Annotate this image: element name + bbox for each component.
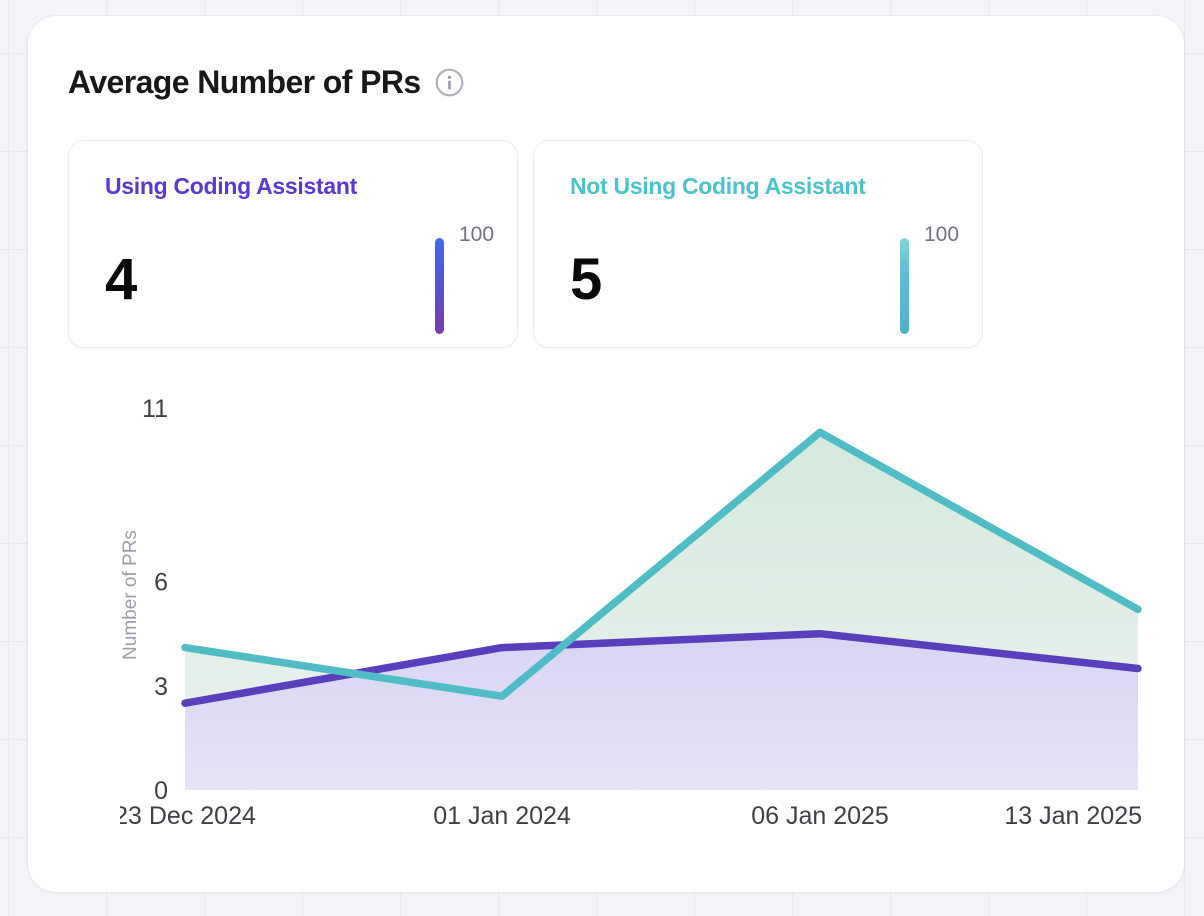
pr-area-chart: 0 3 6 11 23 Dec 2024 01 Jan 2024 06 Jan 2025 1… [120, 395, 1142, 830]
page-title: Average Number of PRs [68, 64, 421, 100]
average-prs-panel: Average Number of PRs Using Coding Assis… [28, 16, 1184, 892]
area-using-assistant [185, 633, 1138, 790]
gradient-bar-icon [435, 238, 444, 334]
y-axis-ticks: 0 3 6 11 [142, 395, 168, 805]
y-tick-label: 0 [154, 777, 168, 805]
stat-value: 5 [570, 247, 603, 312]
stat-label: Not Using Coding Assistant [570, 173, 866, 199]
stat-label: Using Coding Assistant [105, 173, 357, 199]
x-axis-ticks: 23 Dec 2024 01 Jan 2024 06 Jan 2025 13 Jan … [120, 802, 1142, 830]
panel-header: Average Number of PRs [68, 64, 464, 101]
stat-scale: 100 [900, 223, 970, 334]
y-axis-title: Number of PRs [120, 530, 141, 660]
stat-value: 4 [105, 247, 138, 312]
stat-card-not-using-assistant: Not Using Coding Assistant 5 100 [533, 140, 983, 348]
stat-cards-row: Using Coding Assistant 4 100 Not Using C… [68, 140, 983, 348]
line-not-using-assistant [181, 428, 1142, 700]
info-icon[interactable] [435, 68, 464, 97]
x-tick-label: 06 Jan 2025 [751, 802, 889, 830]
y-tick-label: 6 [154, 569, 168, 597]
stat-card-using-assistant: Using Coding Assistant 4 100 [68, 140, 518, 348]
x-tick-label: 01 Jan 2024 [433, 802, 571, 830]
x-tick-label: 13 Jan 2025 [1004, 802, 1142, 830]
y-tick-label: 11 [142, 395, 168, 423]
scale-max-label: 100 [459, 223, 495, 246]
y-tick-label: 3 [154, 673, 168, 701]
stat-scale: 100 [435, 223, 505, 334]
scale-max-label: 100 [924, 223, 960, 246]
gradient-bar-icon [900, 238, 909, 334]
x-tick-label: 23 Dec 2024 [120, 802, 256, 830]
